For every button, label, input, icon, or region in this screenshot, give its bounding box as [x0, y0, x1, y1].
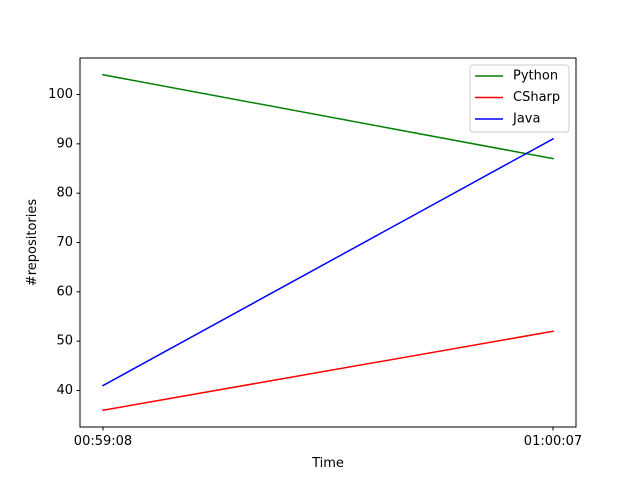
y-tick-label: 90	[56, 136, 73, 151]
y-tick-label: 60	[56, 284, 73, 299]
series-line-java	[101, 137, 555, 387]
y-axis: 40 50 60 70 80 90 100	[48, 87, 80, 398]
series-line-csharp	[102, 330, 554, 412]
legend-label-csharp: CSharp	[513, 90, 560, 105]
y-tick-label: 80	[56, 186, 73, 201]
y-tick-label: 100	[48, 87, 73, 102]
y-tick-label: 70	[56, 235, 73, 250]
series-layer	[101, 73, 555, 412]
x-axis-label: Time	[311, 456, 344, 471]
legend: Python CSharp Java	[469, 64, 570, 133]
series-line-python	[102, 73, 554, 160]
legend-label-java: Java	[512, 112, 540, 127]
y-axis-label: #repositories	[25, 199, 40, 287]
y-tick-label: 50	[56, 334, 73, 349]
y-tick-label: 40	[56, 383, 73, 398]
legend-label-python: Python	[513, 69, 558, 84]
legend-items: Python CSharp Java	[475, 69, 560, 127]
x-tick-label: 01:00:07	[524, 434, 582, 449]
x-tick-label: 00:59:08	[74, 434, 132, 449]
legend-box	[469, 64, 570, 133]
x-axis: 00:59:08 01:00:07	[74, 427, 582, 449]
